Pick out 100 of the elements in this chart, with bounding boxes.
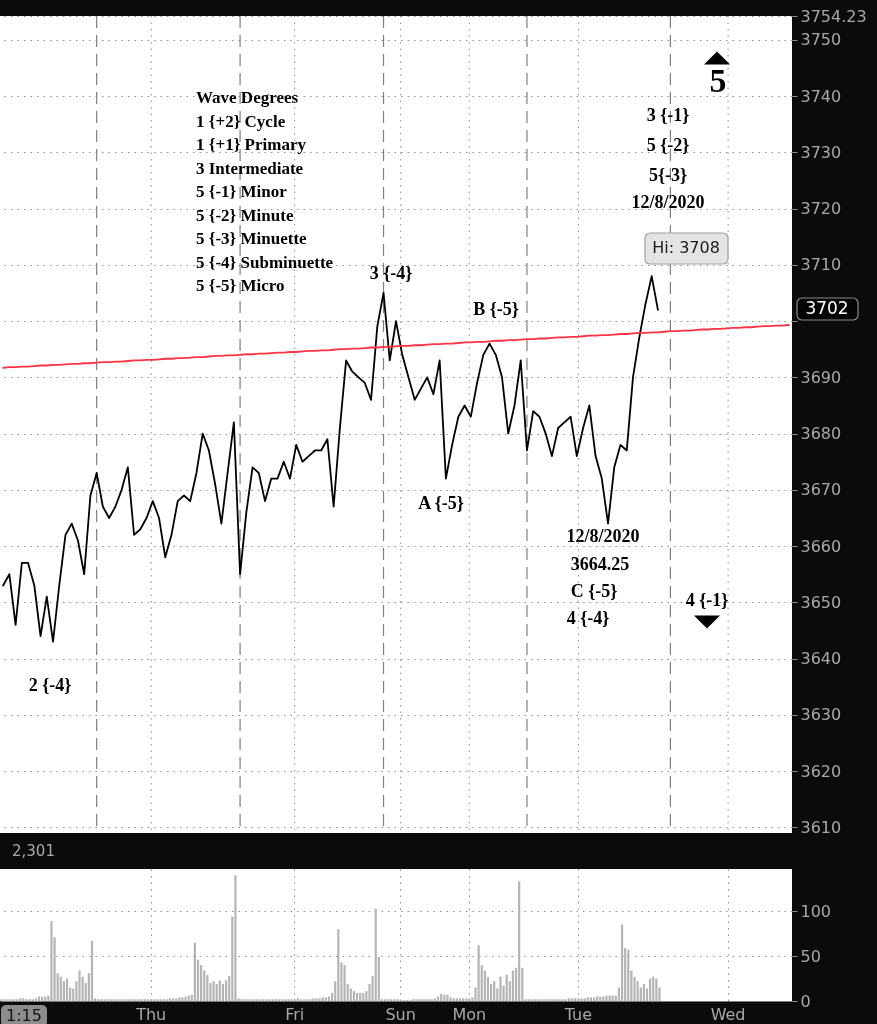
annotation: 4 {-4} [566, 608, 610, 628]
bar [493, 981, 496, 1001]
bar [315, 998, 318, 1001]
bar [221, 983, 225, 1001]
bar [642, 983, 645, 1001]
bar [215, 983, 218, 1001]
annotation: 1 {+2} Cycle [196, 111, 286, 131]
bar [433, 998, 437, 1001]
bar [577, 998, 580, 1001]
bar [449, 997, 452, 1001]
bar [518, 881, 521, 1001]
annotation: 5 {-2} [646, 135, 690, 155]
annotation: B {-5} [473, 299, 519, 319]
bar [455, 998, 458, 1001]
annotation: 5{-3} [648, 165, 688, 185]
annotation: 3 {-4} [369, 263, 413, 283]
y-tick-label: 3630 [800, 705, 842, 725]
bar [168, 998, 172, 1001]
bar [583, 998, 586, 1001]
bar [324, 997, 327, 1001]
bar [592, 997, 596, 1001]
y-tick-label: 50 [800, 946, 821, 966]
bar [337, 929, 340, 1001]
bar [352, 991, 355, 1001]
annotation: 3 Intermediate [196, 158, 304, 178]
y-tick-label: 3660 [800, 536, 842, 556]
x-tick-label: Thu [135, 1004, 167, 1024]
bar [589, 997, 592, 1001]
bar [65, 978, 69, 1001]
x-tick-label: Tue [563, 1004, 593, 1024]
y-tick-label: 0 [800, 991, 811, 1011]
bar [571, 998, 574, 1001]
annotation: 5 [709, 62, 727, 99]
annotation: 5 {-4} Subminuette [196, 252, 334, 272]
bar [465, 998, 468, 1001]
y-tick-label: 3730 [800, 142, 842, 162]
bar [62, 981, 66, 1001]
bar [318, 998, 321, 1001]
x-tick-label: Sun [385, 1004, 416, 1024]
bar [620, 924, 624, 1001]
bar [78, 970, 81, 1001]
x-tick-label: Mon [452, 1004, 487, 1024]
y-tick-label: 3754.23 [800, 6, 867, 26]
bar [59, 976, 62, 1001]
y-tick-label: 3640 [800, 649, 842, 669]
bar [452, 998, 455, 1001]
annotation: 3 {-1} [646, 105, 690, 125]
bar [468, 998, 471, 1001]
bar [171, 998, 175, 1001]
bar [349, 988, 352, 1001]
bar [586, 997, 589, 1001]
x-tick-label: Wed [710, 1004, 746, 1024]
bar [505, 974, 508, 1001]
annotation: 5 {-5} Micro [196, 276, 285, 295]
bar [655, 978, 658, 1001]
annotation: 12/8/2020 [631, 192, 705, 212]
y-tick-label: 3720 [800, 199, 842, 219]
y-tick-label: 3710 [800, 255, 842, 275]
y-tick-label: 3610 [800, 817, 842, 837]
annotation: 3664.25 [570, 554, 630, 574]
annotation: Wave Degrees [196, 88, 299, 107]
bar [90, 940, 94, 1001]
annotation: Hi: 3708 [652, 238, 720, 257]
text: 2,301 [12, 842, 55, 860]
x-tick-label: Fri [285, 1004, 305, 1024]
bar [580, 998, 583, 1001]
bar [218, 980, 221, 1001]
bar [178, 997, 181, 1001]
bar [234, 875, 237, 1001]
bar [321, 997, 324, 1001]
bar [206, 974, 209, 1001]
bar [374, 908, 377, 1001]
annotation: 5 {-1} Minor [196, 182, 288, 201]
line-series [2, 324, 790, 369]
bar [499, 976, 502, 1001]
bar [343, 965, 346, 1001]
bar [224, 980, 228, 1001]
bar [458, 998, 462, 1001]
bar [193, 942, 196, 1001]
bar [461, 998, 465, 1001]
bar [175, 998, 178, 1001]
text: 1:15 [6, 1006, 42, 1024]
bar [636, 981, 639, 1001]
y-tick-label: 3650 [800, 592, 842, 612]
bar [181, 997, 184, 1001]
y-tick-label: 3690 [800, 367, 842, 387]
annotation: 2 {-4} [28, 675, 72, 695]
bar [477, 945, 480, 1001]
bar [652, 976, 655, 1001]
annotation: 1 {+1} Primary [196, 135, 307, 154]
annotation: C {-5} [570, 581, 618, 601]
bar [50, 921, 53, 1001]
bar [627, 949, 630, 1001]
y-tick-label: 3620 [800, 761, 842, 781]
annotation: 5 {-2} Minute [196, 205, 294, 225]
annotation: 5 {-3} Minuette [196, 229, 308, 248]
y-tick-label: 3670 [800, 480, 842, 500]
annotation: 4 {-1} [685, 590, 729, 610]
y-tick-label: 3680 [800, 424, 842, 444]
text: 3702 [805, 298, 849, 318]
